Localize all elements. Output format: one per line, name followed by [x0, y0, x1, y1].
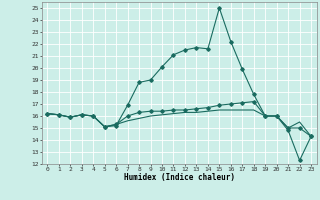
X-axis label: Humidex (Indice chaleur): Humidex (Indice chaleur) [124, 173, 235, 182]
